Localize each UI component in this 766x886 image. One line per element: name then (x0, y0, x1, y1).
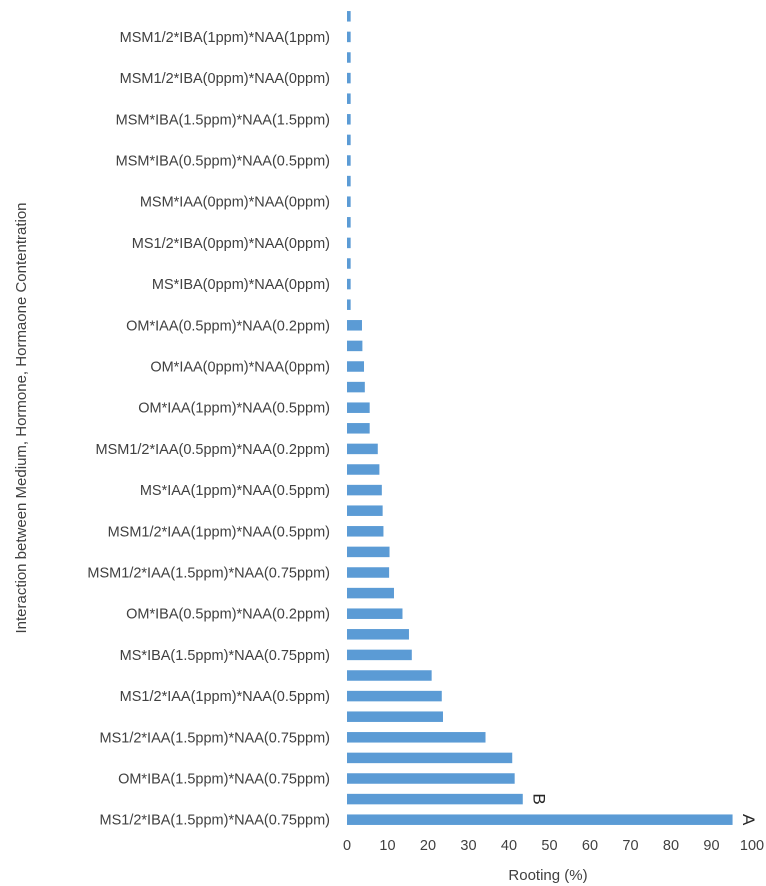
plot-area: MS1/2*IBA(1.5ppm)*NAA(0.75ppm) OM*IBA(1.5… (87, 11, 764, 854)
bar (347, 793, 523, 805)
y-tick-label: OM*IAA(0.5ppm)*NAA(0.2ppm) (126, 318, 330, 334)
x-tick-label: 90 (703, 838, 719, 854)
y-tick-label: MS*IBA(0ppm)*NAA(0ppm) (152, 277, 330, 293)
y-tick-label: MS*IBA(1.5ppm)*NAA(0.75ppm) (120, 648, 330, 664)
y-tick-label: OM*IBA(0.5ppm)*NAA(0.2ppm) (126, 607, 330, 623)
y-tick-label: MS1/2*IBA(0ppm)*NAA(0ppm) (132, 236, 330, 252)
x-tick-label: 0 (343, 838, 351, 854)
bar (347, 402, 370, 413)
bar (347, 629, 409, 640)
bar (347, 732, 486, 743)
bar (347, 237, 351, 249)
bar (347, 752, 513, 764)
y-tick-label: MSM*IBA(1.5ppm)*NAA(1.5ppm) (116, 112, 330, 128)
bar (347, 567, 390, 578)
bar (347, 464, 380, 475)
x-axis-title: Rooting (%) (508, 867, 587, 884)
y-tick-label: MSM*IAA(0ppm)*NAA(0ppm) (140, 195, 330, 211)
bar (347, 381, 365, 393)
x-tick-label: 60 (582, 838, 598, 854)
bar (347, 31, 351, 43)
bar (347, 670, 432, 681)
y-tick-label: OM*IAA(1ppm)*NAA(0.5ppm) (138, 401, 330, 417)
bar (347, 814, 733, 825)
bar (347, 484, 382, 496)
bar-annotation: A (739, 814, 758, 826)
bar (347, 93, 351, 104)
y-tick-label: MS*IAA(1ppm)*NAA(0.5ppm) (140, 483, 330, 499)
y-tick-label: MSM1/2*IBA(0ppm)*NAA(0ppm) (120, 71, 330, 87)
x-tick-label: 100 (740, 838, 764, 854)
bar (347, 423, 370, 434)
bar (347, 52, 351, 63)
y-tick-label: MSM*IBA(0.5ppm)*NAA(0.5ppm) (116, 154, 330, 170)
bar (347, 11, 351, 22)
bar-annotation: B (529, 793, 548, 804)
bar (347, 217, 351, 228)
bar (347, 299, 351, 310)
y-tick-label: MSM1/2*IAA(0.5ppm)*NAA(0.2ppm) (96, 442, 331, 458)
bar (347, 711, 443, 722)
bar (347, 608, 403, 619)
x-tick-label: 50 (541, 838, 557, 854)
y-tick-label: MS1/2*IAA(1ppm)*NAA(0.5ppm) (120, 689, 330, 705)
y-tick-label: MSM1/2*IAA(1ppm)*NAA(0.5ppm) (108, 524, 330, 540)
bar (347, 278, 351, 290)
bar (347, 505, 383, 516)
bar (347, 587, 394, 599)
y-axis-title: Interaction between Medium, Hormone, Hor… (13, 202, 30, 633)
x-tick-label: 20 (420, 838, 436, 854)
bar (347, 526, 384, 537)
x-tick-label: 70 (622, 838, 638, 854)
y-tick-label: MS1/2*IBA(1.5ppm)*NAA(0.75ppm) (100, 813, 331, 829)
y-tick-label: OM*IBA(1.5ppm)*NAA(0.75ppm) (118, 772, 330, 788)
bar (347, 361, 365, 372)
x-tick-label: 10 (379, 838, 395, 854)
bar (347, 340, 363, 352)
bar (347, 649, 412, 661)
y-tick-label: MSM1/2*IAA(1.5ppm)*NAA(0.75ppm) (87, 566, 330, 582)
bar (347, 258, 351, 269)
y-tick-label: OM*IAA(0ppm)*NAA(0ppm) (150, 360, 330, 376)
bar (347, 196, 351, 207)
bar (347, 546, 390, 558)
bar (347, 773, 515, 784)
x-tick-label: 40 (501, 838, 517, 854)
bar (347, 72, 351, 84)
bar (347, 690, 442, 702)
bar (347, 175, 351, 187)
x-tick-label: 80 (663, 838, 679, 854)
bar (347, 114, 351, 125)
bar (347, 155, 351, 166)
bar (347, 134, 351, 146)
bar (347, 320, 362, 331)
y-tick-label: MS1/2*IAA(1.5ppm)*NAA(0.75ppm) (100, 730, 331, 746)
x-tick-label: 30 (460, 838, 476, 854)
y-tick-label: MSM1/2*IBA(1ppm)*NAA(1ppm) (120, 30, 330, 46)
bar (347, 443, 378, 455)
